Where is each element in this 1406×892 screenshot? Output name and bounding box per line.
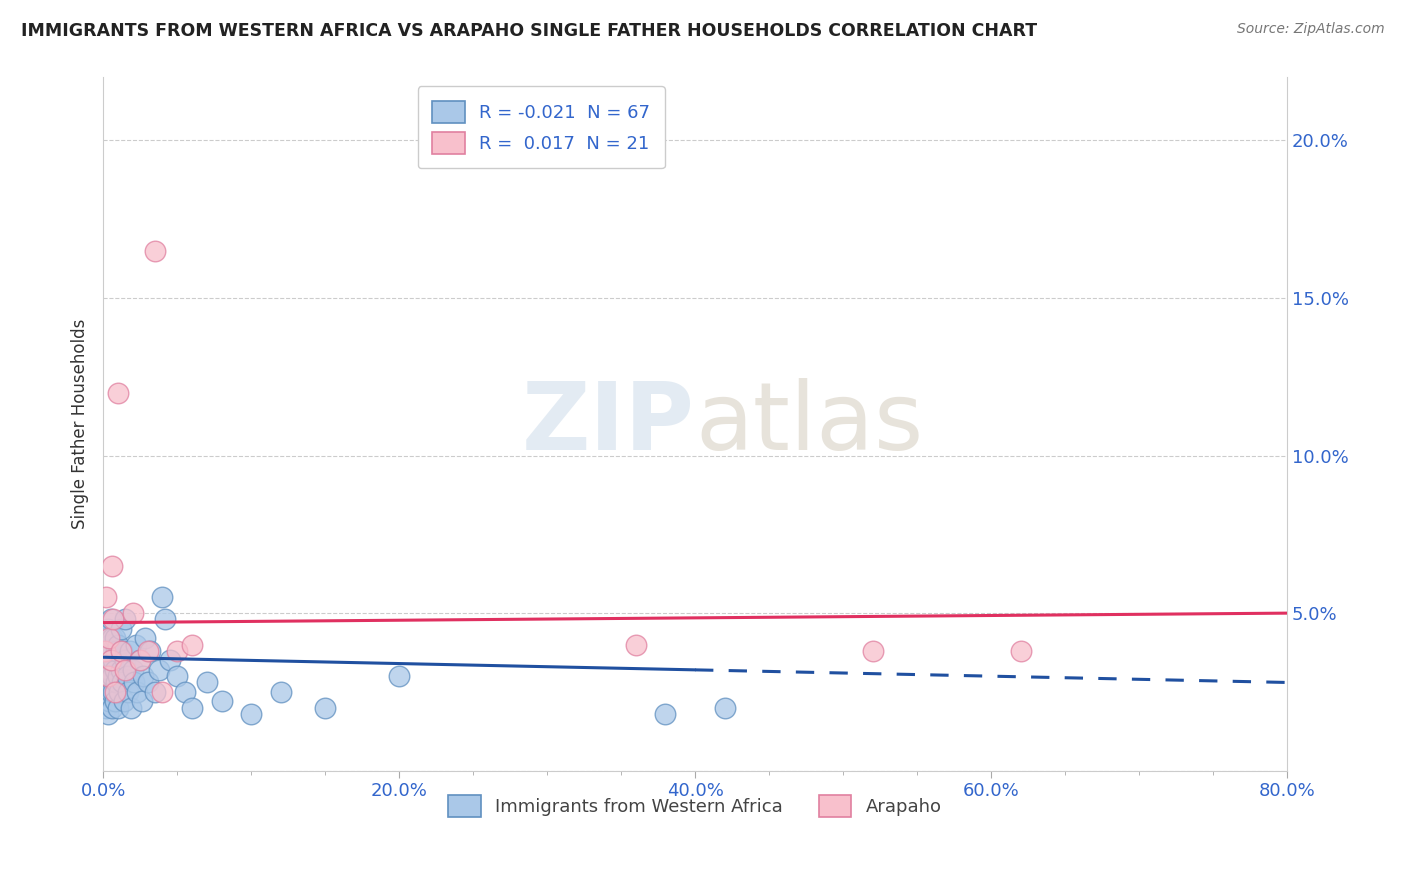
Point <box>100 653 122 667</box>
Point <box>114 653 136 667</box>
Point <box>103 653 125 667</box>
Point <box>117 685 139 699</box>
Point <box>143 685 166 699</box>
Point <box>1010 644 1032 658</box>
Point <box>100 644 122 658</box>
Point <box>713 700 735 714</box>
Point <box>270 685 292 699</box>
Point <box>100 685 122 699</box>
Point <box>101 558 124 573</box>
Y-axis label: Single Father Households: Single Father Households <box>72 318 89 529</box>
Point <box>155 612 177 626</box>
Point <box>115 669 138 683</box>
Point <box>98 632 121 646</box>
Text: IMMIGRANTS FROM WESTERN AFRICA VS ARAPAHO SINGLE FATHER HOUSEHOLDS CORRELATION C: IMMIGRANTS FROM WESTERN AFRICA VS ARAPAH… <box>21 22 1038 40</box>
Point <box>104 663 127 677</box>
Point <box>129 653 152 667</box>
Point <box>104 632 127 646</box>
Point <box>624 638 647 652</box>
Point <box>110 644 132 658</box>
Point <box>108 685 131 699</box>
Point <box>103 685 125 699</box>
Point <box>211 694 233 708</box>
Point <box>654 706 676 721</box>
Point <box>98 663 121 677</box>
Point <box>118 644 141 658</box>
Point <box>104 694 127 708</box>
Point <box>114 663 136 677</box>
Point <box>97 706 120 721</box>
Point <box>107 700 129 714</box>
Point <box>112 694 135 708</box>
Point <box>110 663 132 677</box>
Point <box>107 669 129 683</box>
Text: ZIP: ZIP <box>522 378 695 470</box>
Point <box>114 612 136 626</box>
Point <box>94 700 117 714</box>
Point <box>105 675 128 690</box>
Point <box>132 669 155 683</box>
Point <box>388 669 411 683</box>
Point <box>159 653 181 667</box>
Point <box>110 622 132 636</box>
Point <box>111 675 134 690</box>
Point <box>97 669 120 683</box>
Point <box>103 612 125 626</box>
Point <box>107 638 129 652</box>
Point <box>150 685 173 699</box>
Point <box>180 700 202 714</box>
Point <box>93 644 115 658</box>
Point <box>98 638 121 652</box>
Point <box>125 638 148 652</box>
Point <box>143 244 166 258</box>
Point <box>136 675 159 690</box>
Legend: Immigrants from Western Africa, Arapaho: Immigrants from Western Africa, Arapaho <box>441 788 949 824</box>
Point <box>195 675 218 690</box>
Point <box>129 653 152 667</box>
Point <box>136 644 159 658</box>
Point <box>97 653 120 667</box>
Point <box>94 632 117 646</box>
Point <box>180 638 202 652</box>
Point <box>122 675 145 690</box>
Point <box>166 644 188 658</box>
Point <box>101 669 124 683</box>
Point <box>166 669 188 683</box>
Point <box>97 622 120 636</box>
Point <box>120 700 142 714</box>
Point <box>94 675 117 690</box>
Text: Source: ZipAtlas.com: Source: ZipAtlas.com <box>1237 22 1385 37</box>
Point <box>101 632 124 646</box>
Text: atlas: atlas <box>695 378 924 470</box>
Point <box>150 591 173 605</box>
Point <box>131 694 153 708</box>
Point <box>121 663 143 677</box>
Point <box>93 685 115 699</box>
Point <box>93 663 115 677</box>
Point <box>98 694 121 708</box>
Point <box>105 644 128 658</box>
Point <box>111 644 134 658</box>
Point <box>139 644 162 658</box>
Point <box>314 700 336 714</box>
Point <box>104 685 127 699</box>
Point <box>107 385 129 400</box>
Point <box>94 591 117 605</box>
Point <box>148 663 170 677</box>
Point <box>101 700 124 714</box>
Point <box>97 669 120 683</box>
Point <box>121 606 143 620</box>
Point <box>862 644 884 658</box>
Point <box>134 632 156 646</box>
Point <box>173 685 195 699</box>
Point <box>93 644 115 658</box>
Point <box>127 685 149 699</box>
Point <box>100 612 122 626</box>
Point <box>240 706 263 721</box>
